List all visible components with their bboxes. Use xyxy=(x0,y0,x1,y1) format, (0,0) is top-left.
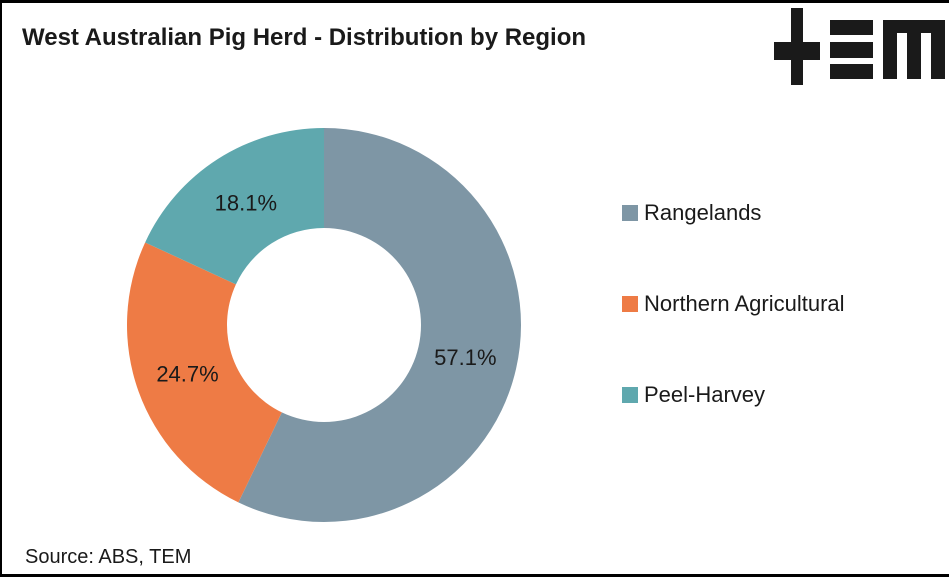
legend: Rangelands Northern Agricultural Peel-Harv… xyxy=(622,200,845,407)
tem-logo xyxy=(774,8,945,85)
donut-chart-svg: 57.1% 24.7% 18.1% xyxy=(126,128,522,522)
donut-chart: 57.1% 24.7% 18.1% xyxy=(104,105,544,545)
donut-slice-rangelands xyxy=(238,128,522,522)
slice-label: 57.1% xyxy=(434,345,496,370)
source-note: Source: ABS, TEM xyxy=(25,546,192,568)
legend-item-northern-agricultural: Northern Agricultural xyxy=(622,291,845,316)
page-title: West Australian Pig Herd - Distribution … xyxy=(22,24,587,51)
legend-swatch-icon xyxy=(622,386,638,403)
legend-item-peel-harvey: Peel-Harvey xyxy=(622,382,845,407)
legend-swatch-icon xyxy=(622,204,638,221)
donut-slice-northern-agricultural xyxy=(126,242,282,503)
slice-label: 18.1% xyxy=(215,190,277,215)
legend-label: Northern Agricultural xyxy=(644,290,845,316)
legend-item-rangelands: Rangelands xyxy=(622,200,845,225)
donut-slice-peel-harvey xyxy=(145,128,324,285)
tem-logo-icon xyxy=(774,8,945,85)
slice-label: 24.7% xyxy=(156,361,218,386)
legend-label: Rangelands xyxy=(644,199,762,225)
legend-swatch-icon xyxy=(622,295,638,312)
legend-label: Peel-Harvey xyxy=(644,381,766,407)
